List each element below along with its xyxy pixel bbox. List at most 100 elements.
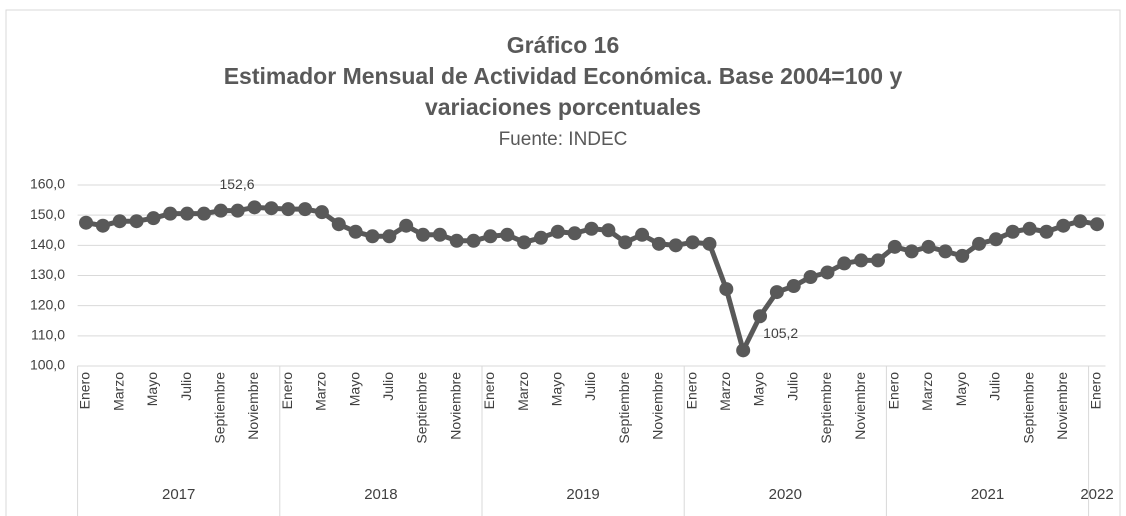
marker <box>820 265 835 280</box>
chart-title: Gráfico 16 <box>507 32 620 58</box>
marker <box>298 202 313 217</box>
marker <box>904 244 919 259</box>
y-tick-label: 120,0 <box>30 296 65 312</box>
x-group-label: 2022 <box>1080 486 1113 503</box>
chart-subtitle: Fuente: INDEC <box>499 129 628 150</box>
marker <box>753 309 768 324</box>
marker <box>517 235 532 250</box>
marker <box>348 224 363 239</box>
marker <box>79 215 94 230</box>
x-tick-label: Septiembre <box>212 372 228 444</box>
x-tick-label: Marzo <box>313 372 329 411</box>
chart-border <box>5 9 1121 516</box>
marker <box>382 229 397 244</box>
x-tick-label: Enero <box>886 372 902 410</box>
x-tick-label: Marzo <box>515 372 531 411</box>
marker <box>264 201 279 216</box>
marker <box>601 223 616 238</box>
marker <box>500 227 515 242</box>
marker <box>870 253 885 268</box>
marker <box>483 229 498 244</box>
marker <box>550 224 565 239</box>
data-label: 152,6 <box>219 176 254 192</box>
marker <box>247 200 262 215</box>
x-tick-label: Enero <box>279 372 295 410</box>
marker <box>399 218 414 233</box>
marker <box>668 238 683 253</box>
x-tick-label: Enero <box>1088 372 1104 410</box>
marker <box>365 229 380 244</box>
marker <box>887 239 902 254</box>
marker <box>955 248 970 263</box>
x-tick-label: Noviembre <box>447 372 463 440</box>
y-tick-label: 100,0 <box>30 357 65 373</box>
x-tick-label: Julio <box>380 372 396 401</box>
marker <box>1022 221 1037 236</box>
marker <box>281 202 296 217</box>
x-tick-label: Noviembre <box>245 372 261 440</box>
marker <box>769 285 784 300</box>
x-tick-label: Marzo <box>919 372 935 411</box>
marker <box>938 244 953 259</box>
x-tick-label: Septiembre <box>414 372 430 444</box>
x-tick-label: Mayo <box>953 372 969 406</box>
x-tick-label: Noviembre <box>1054 372 1070 440</box>
x-tick-label: Septiembre <box>616 372 632 444</box>
x-group-label: 2019 <box>566 486 599 503</box>
x-tick-label: Marzo <box>110 372 126 411</box>
marker <box>921 239 936 254</box>
marker <box>1090 217 1105 232</box>
x-tick-label: Julio <box>582 372 598 401</box>
chart-title: Estimador Mensual de Actividad Económica… <box>224 63 903 89</box>
marker <box>196 206 211 221</box>
y-tick-label: 130,0 <box>30 266 65 282</box>
chart-title: variaciones porcentuales <box>425 94 701 120</box>
marker <box>230 203 245 218</box>
x-tick-label: Julio <box>178 372 194 401</box>
marker <box>331 217 346 232</box>
marker <box>618 235 633 250</box>
marker <box>837 256 852 271</box>
marker <box>533 230 548 245</box>
marker <box>702 236 717 251</box>
marker <box>129 214 144 229</box>
marker <box>685 235 700 250</box>
data-label: 105,2 <box>763 325 798 341</box>
marker <box>95 218 110 233</box>
x-group-label: 2020 <box>769 486 802 503</box>
x-tick-label: Mayo <box>144 372 160 406</box>
marker <box>988 232 1003 247</box>
marker <box>1073 214 1088 229</box>
marker <box>803 270 818 285</box>
x-tick-label: Mayo <box>549 372 565 406</box>
x-group-label: 2017 <box>162 486 195 503</box>
marker <box>584 221 599 236</box>
x-group-label: 2021 <box>971 486 1004 503</box>
marker <box>972 236 987 251</box>
marker <box>786 279 801 294</box>
x-tick-label: Septiembre <box>1020 372 1036 444</box>
y-tick-label: 150,0 <box>30 206 65 222</box>
x-tick-label: Mayo <box>751 372 767 406</box>
x-group-label: 2018 <box>364 486 397 503</box>
x-tick-label: Enero <box>683 372 699 410</box>
y-tick-label: 160,0 <box>30 176 65 192</box>
marker <box>736 343 751 358</box>
x-tick-label: Mayo <box>346 372 362 406</box>
marker <box>416 227 431 242</box>
marker <box>146 211 161 226</box>
marker <box>719 282 734 297</box>
x-tick-label: Enero <box>77 372 93 410</box>
x-tick-label: Julio <box>987 372 1003 401</box>
marker <box>635 227 650 242</box>
marker <box>1005 224 1020 239</box>
marker <box>854 253 869 268</box>
marker <box>163 206 178 221</box>
marker <box>567 226 582 241</box>
x-tick-label: Septiembre <box>818 372 834 444</box>
marker <box>112 214 127 229</box>
marker <box>1056 218 1071 233</box>
x-tick-label: Enero <box>481 372 497 410</box>
x-tick-label: Julio <box>784 372 800 401</box>
